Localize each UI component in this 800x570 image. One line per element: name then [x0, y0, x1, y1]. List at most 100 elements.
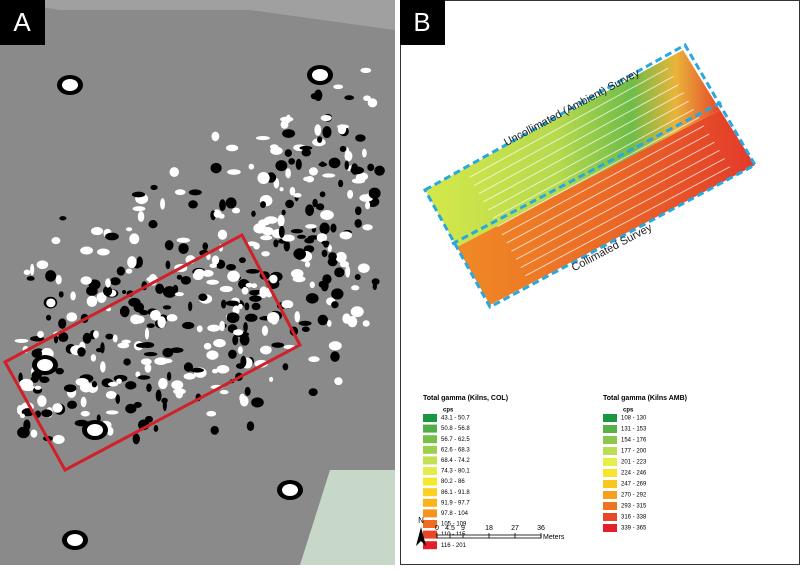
anomaly: [318, 281, 326, 288]
anomaly: [281, 234, 295, 242]
anomaly: [292, 275, 306, 283]
anomaly: [155, 283, 165, 295]
survey-line: [474, 75, 674, 186]
anomaly: [105, 333, 114, 340]
legend-unit: cps: [443, 408, 454, 414]
anomaly: [188, 200, 198, 209]
anomaly: [158, 378, 168, 390]
legend-label: 177 - 200: [621, 449, 647, 455]
anomaly: [37, 359, 53, 371]
anomaly: [301, 148, 312, 157]
anomaly: [289, 186, 296, 196]
legend-swatch: [603, 458, 617, 466]
anomaly: [355, 134, 366, 142]
study-area-box: [2, 232, 303, 473]
anomaly: [55, 367, 64, 375]
anomaly: [330, 223, 337, 233]
anomaly: [23, 419, 31, 431]
collimated-survey-area: [457, 110, 755, 305]
anomaly: [160, 198, 166, 210]
anomaly: [140, 358, 152, 365]
anomaly: [181, 321, 195, 330]
anomaly: [105, 390, 117, 399]
anomaly: [327, 244, 332, 253]
anomaly: [116, 266, 126, 276]
anomaly: [245, 313, 258, 322]
anomaly: [211, 368, 219, 374]
anomaly: [213, 210, 222, 218]
anomaly: [240, 355, 247, 368]
legend-swatch: [603, 524, 617, 532]
anomaly: [251, 210, 256, 217]
anomaly: [320, 115, 332, 122]
anomaly: [334, 377, 343, 386]
anomaly: [371, 278, 380, 285]
legend-swatch: [423, 424, 437, 433]
legend-swatch: [603, 425, 617, 433]
anomaly: [90, 227, 104, 236]
anomaly: [144, 327, 150, 340]
anomaly: [117, 342, 130, 349]
legend-swatch: [423, 509, 437, 518]
anomaly: [180, 276, 192, 285]
anomaly: [70, 291, 76, 301]
anomaly: [280, 120, 289, 129]
anomaly: [122, 289, 127, 295]
anomaly: [260, 235, 273, 241]
anomaly: [362, 224, 373, 231]
anomaly: [26, 276, 35, 281]
anomaly: [354, 218, 362, 228]
legend-swatch: [423, 477, 437, 486]
anomaly: [125, 268, 133, 274]
anomaly: [207, 324, 221, 332]
anomaly: [315, 205, 322, 210]
survey-line: [501, 125, 705, 236]
anomaly: [312, 198, 318, 208]
anomaly: [293, 192, 302, 198]
anomaly: [166, 371, 172, 381]
anomaly: [344, 160, 349, 170]
anomaly: [294, 311, 301, 323]
legend-swatch: [603, 414, 617, 422]
anomaly: [248, 163, 255, 170]
anomaly: [237, 346, 243, 355]
anomaly: [317, 136, 323, 143]
anomaly: [246, 421, 255, 432]
survey-line: [492, 108, 695, 219]
anomaly: [36, 260, 49, 270]
anomaly: [125, 403, 137, 414]
north-arrow: [416, 527, 426, 546]
legend-swatch: [603, 491, 617, 499]
anomaly: [322, 126, 332, 139]
anomaly: [261, 325, 269, 336]
anomaly: [213, 338, 226, 348]
survey-line: [525, 166, 731, 277]
anomaly: [330, 351, 340, 362]
anomaly: [162, 347, 174, 358]
anomaly: [261, 251, 270, 257]
anomaly: [175, 388, 184, 399]
anomaly: [125, 227, 133, 232]
anomaly: [290, 228, 304, 234]
anomaly: [232, 335, 239, 346]
anomaly: [296, 234, 306, 239]
anomaly: [145, 415, 153, 423]
anomaly: [45, 270, 57, 282]
anomaly: [238, 257, 246, 264]
anomaly: [166, 314, 178, 322]
anomaly: [336, 124, 350, 129]
anomaly: [354, 274, 361, 280]
anomaly: [282, 484, 298, 496]
ambient-survey-area: [425, 50, 720, 247]
anomaly: [322, 173, 336, 178]
north-label: N: [418, 516, 424, 525]
anomaly: [105, 410, 119, 415]
anomaly: [129, 233, 140, 245]
anomaly: [131, 191, 146, 198]
survey-line: [487, 100, 689, 211]
anomaly: [314, 89, 323, 102]
legend-swatch: [423, 498, 437, 507]
anomaly: [105, 232, 119, 241]
anomaly: [320, 210, 334, 220]
anomaly: [116, 378, 122, 384]
